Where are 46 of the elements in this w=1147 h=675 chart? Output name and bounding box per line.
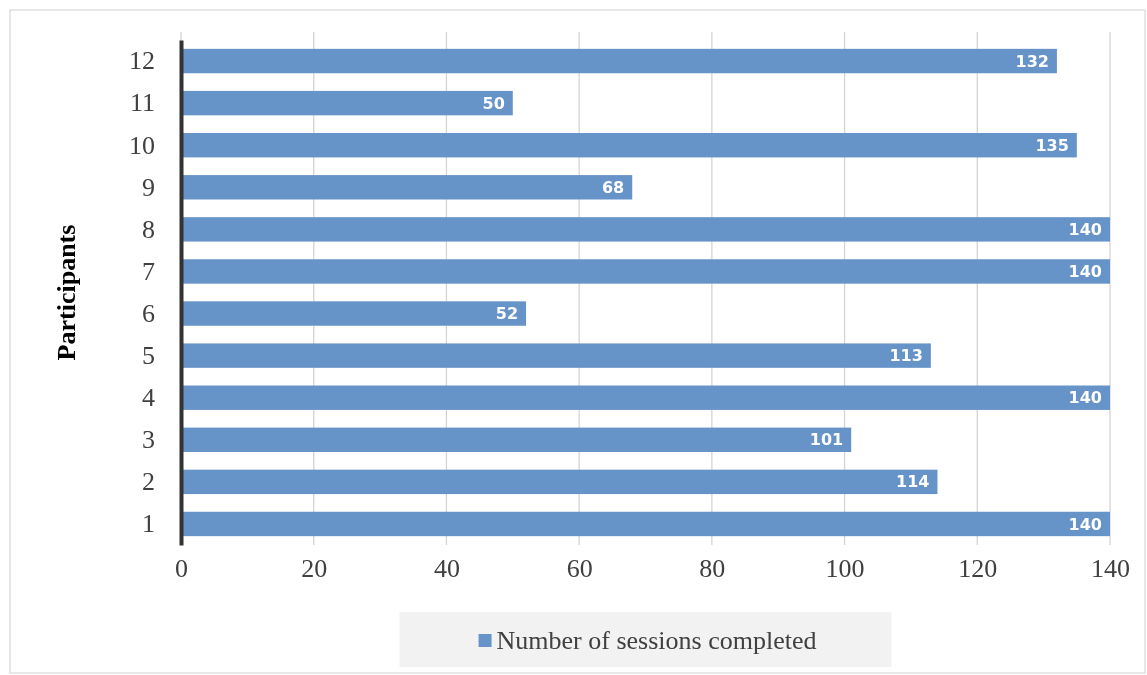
data-label: 140	[1068, 514, 1102, 534]
y-tick-label: 8	[142, 214, 155, 244]
y-tick-label: 7	[142, 256, 155, 286]
data-label: 132	[1015, 51, 1049, 71]
bar	[181, 385, 1110, 410]
bar	[181, 511, 1110, 537]
x-tick-label: 20	[301, 554, 328, 584]
bar	[181, 427, 852, 452]
bar	[181, 259, 1110, 284]
y-tick-label: 12	[129, 46, 155, 76]
bar	[181, 469, 938, 495]
y-axis-title: Participants	[52, 224, 81, 361]
bar	[181, 133, 1077, 158]
y-tick-label: 3	[142, 425, 155, 455]
y-tick-label: 2	[142, 467, 155, 497]
y-tick-label: 1	[142, 509, 155, 539]
bar	[181, 90, 513, 116]
data-label: 52	[495, 304, 519, 324]
y-tick-label: 9	[142, 172, 155, 202]
data-label: 135	[1035, 135, 1069, 155]
data-label: 140	[1068, 262, 1102, 282]
bar	[181, 343, 931, 368]
x-tick-label: 100	[825, 554, 865, 584]
data-label: 140	[1068, 388, 1102, 408]
bar	[181, 175, 633, 200]
y-tick-label: 6	[142, 298, 155, 328]
x-tick-label: 80	[699, 554, 726, 584]
x-tick-label: 140	[1091, 554, 1130, 584]
bar	[181, 301, 527, 326]
x-tick-label: 60	[566, 554, 593, 584]
data-label: 68	[601, 177, 625, 197]
bar	[181, 217, 1110, 242]
bar	[181, 48, 1057, 74]
y-tick-label: 11	[129, 88, 155, 118]
y-tick-label: 4	[142, 383, 155, 413]
data-label: 113	[889, 346, 923, 366]
x-tick-label: 40	[433, 554, 460, 584]
y-tick-label: 10	[129, 130, 155, 160]
y-tick-label: 5	[142, 340, 155, 370]
data-label: 50	[482, 93, 505, 113]
legend-label: Number of sessions completed	[496, 626, 817, 655]
data-label: 101	[809, 430, 844, 450]
x-tick-label: 120	[958, 554, 998, 584]
data-label: 140	[1068, 219, 1102, 239]
data-label: 114	[896, 472, 930, 492]
x-tick-label: 0	[175, 554, 188, 584]
